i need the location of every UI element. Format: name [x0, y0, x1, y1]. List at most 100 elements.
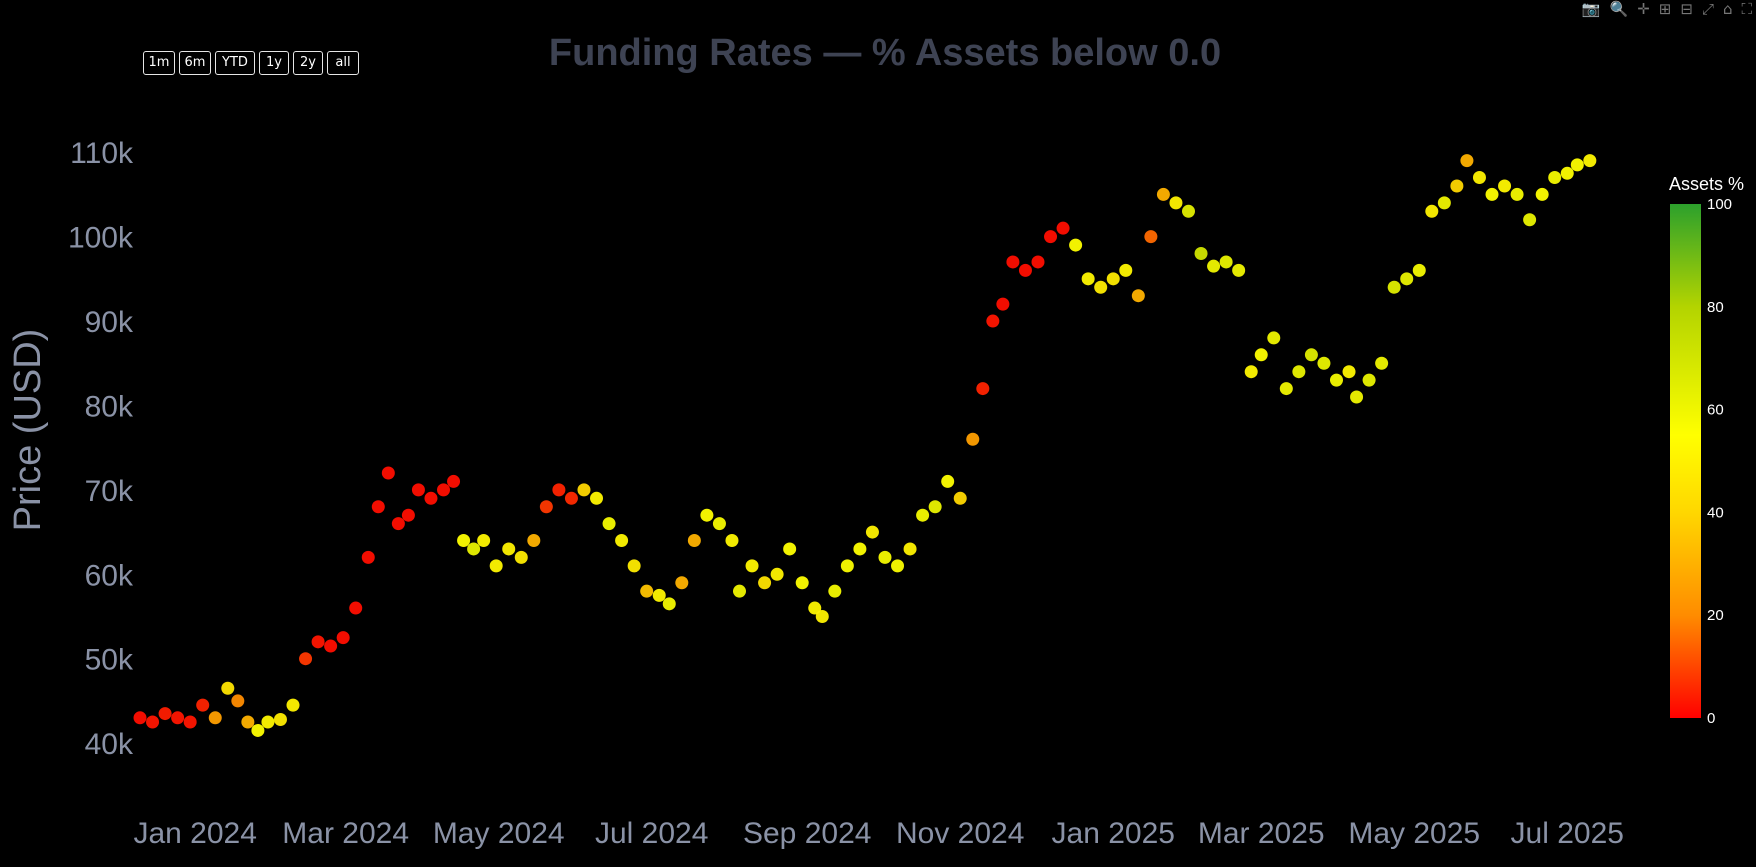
- data-point: [795, 576, 809, 590]
- data-point: [1144, 230, 1158, 244]
- data-point: [241, 715, 255, 729]
- data-point: [564, 491, 578, 505]
- data-point: [514, 550, 528, 564]
- data-point: [953, 491, 967, 505]
- data-point: [527, 534, 541, 548]
- chart-title: Funding Rates — % Assets below 0.0: [549, 32, 1221, 74]
- data-point: [261, 715, 275, 729]
- colorbar-tick-label: 40: [1707, 504, 1724, 521]
- x-tick-label: Jan 2024: [133, 817, 256, 850]
- data-point: [1583, 154, 1597, 168]
- data-point: [783, 542, 797, 556]
- pan-icon[interactable]: ✛: [1637, 0, 1650, 18]
- data-point: [552, 483, 566, 497]
- data-point: [1400, 272, 1414, 286]
- data-point: [1560, 166, 1574, 180]
- data-point: [1292, 365, 1306, 379]
- x-tick-label: Mar 2025: [1198, 817, 1325, 850]
- data-point: [976, 382, 990, 396]
- data-point: [916, 508, 930, 522]
- range-button-6m[interactable]: 6m: [179, 51, 211, 75]
- data-point: [336, 631, 350, 645]
- zoom-icon[interactable]: 🔍: [1609, 0, 1629, 18]
- data-point: [437, 483, 451, 497]
- y-tick-label: 70k: [85, 475, 134, 508]
- data-point: [1362, 373, 1376, 387]
- data-point: [966, 432, 980, 446]
- data-point: [158, 707, 172, 721]
- data-point: [732, 584, 746, 598]
- data-point: [840, 559, 854, 573]
- data-point: [1244, 365, 1258, 379]
- data-point: [1194, 247, 1208, 261]
- data-point: [1232, 263, 1246, 277]
- data-point: [1425, 204, 1439, 218]
- data-point: [1437, 196, 1451, 210]
- y-tick-label: 100k: [68, 222, 134, 255]
- data-point: [1219, 255, 1233, 269]
- data-point: [311, 635, 325, 649]
- colorbar-tick-label: 80: [1707, 299, 1724, 316]
- data-point: [652, 588, 666, 602]
- data-point: [1472, 171, 1486, 185]
- data-point: [700, 508, 714, 522]
- data-point: [745, 559, 759, 573]
- range-button-ytd[interactable]: YTD: [215, 51, 255, 75]
- data-point: [231, 694, 245, 708]
- data-point: [903, 542, 917, 556]
- range-button-1m[interactable]: 1m: [143, 51, 175, 75]
- data-point: [1156, 187, 1170, 201]
- data-point: [928, 500, 942, 514]
- colorbar-tick-label: 100: [1707, 196, 1732, 213]
- home-icon[interactable]: ⌂: [1722, 0, 1733, 18]
- data-point: [391, 517, 405, 531]
- data-point: [725, 534, 739, 548]
- data-point: [1094, 280, 1108, 294]
- y-axis-title: Price (USD): [7, 329, 49, 532]
- data-point: [467, 542, 481, 556]
- data-point: [1131, 289, 1145, 303]
- data-point: [590, 491, 604, 505]
- data-point: [1548, 171, 1562, 185]
- data-point: [1119, 263, 1133, 277]
- y-tick-label: 80k: [85, 390, 134, 423]
- zoom-in-icon[interactable]: ⊞: [1658, 0, 1672, 18]
- data-point: [1460, 154, 1474, 168]
- data-point: [1081, 272, 1095, 286]
- data-point: [324, 639, 338, 653]
- data-point: [1375, 356, 1389, 370]
- x-tick-label: Nov 2024: [896, 817, 1024, 850]
- data-point: [273, 712, 287, 726]
- x-tick-label: Jul 2024: [595, 817, 708, 850]
- camera-icon[interactable]: 📷: [1581, 0, 1601, 18]
- range-button-2y[interactable]: 2y: [293, 51, 323, 75]
- y-tick-label: 60k: [85, 559, 134, 592]
- data-point: [1523, 213, 1537, 227]
- x-tick-label: May 2024: [433, 817, 565, 850]
- data-point: [1342, 365, 1356, 379]
- autoscale-icon[interactable]: ⤢: [1701, 0, 1714, 18]
- zoom-out-icon[interactable]: ⊟: [1680, 0, 1693, 18]
- data-point: [853, 542, 867, 556]
- data-point: [1044, 230, 1058, 244]
- data-point: [1412, 263, 1426, 277]
- range-button-1y[interactable]: 1y: [259, 51, 289, 75]
- colorbar-tick-label: 60: [1707, 402, 1724, 419]
- data-point: [401, 508, 415, 522]
- data-point: [865, 525, 879, 539]
- data-point: [221, 681, 235, 695]
- range-button-all[interactable]: all: [327, 51, 359, 75]
- fullscreen-icon[interactable]: ⛶: [1741, 0, 1752, 18]
- x-tick-label: Jan 2025: [1052, 817, 1175, 850]
- data-point: [828, 584, 842, 598]
- data-point: [1031, 255, 1045, 269]
- x-tick-label: May 2025: [1348, 817, 1480, 850]
- scatter-points[interactable]: [133, 154, 1597, 737]
- data-point: [477, 534, 491, 548]
- data-point: [1570, 158, 1584, 172]
- data-point: [1056, 221, 1070, 235]
- y-tick-label: 40k: [85, 728, 134, 761]
- data-point: [502, 542, 516, 556]
- data-point: [299, 652, 313, 666]
